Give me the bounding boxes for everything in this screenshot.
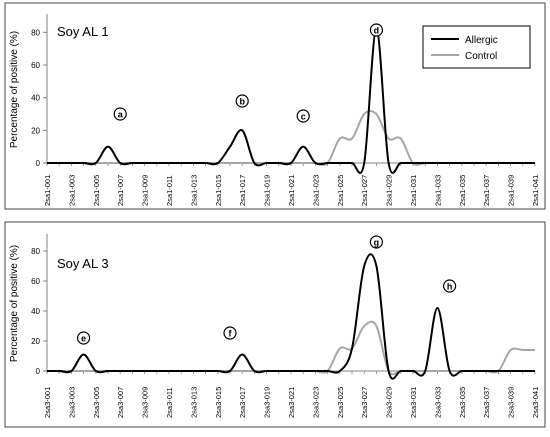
x-tick-label: 2sa1-041 xyxy=(531,175,540,206)
y-tick-label: 40 xyxy=(31,94,40,103)
legend-label-control: Control xyxy=(465,51,497,62)
panel-frame xyxy=(4,221,546,428)
x-tick-label: 2sa3-009 xyxy=(141,387,150,418)
x-tick-label: 2sa1-035 xyxy=(458,175,467,206)
annotation-c: c xyxy=(296,109,310,123)
x-tick-label: 2sa1-031 xyxy=(409,175,418,206)
x-tick-label: 2sa1-005 xyxy=(92,175,101,206)
y-tick-label: 60 xyxy=(31,277,40,286)
y-tick-label: 20 xyxy=(31,337,40,346)
x-tick-label: 2sa1-001 xyxy=(43,175,52,206)
y-tick-label: 60 xyxy=(31,61,40,70)
y-tick-label: 0 xyxy=(36,159,41,168)
annotation-circle xyxy=(113,107,127,121)
x-tick-label: 2sa1-037 xyxy=(482,175,491,206)
x-tick-label: 2sa3-023 xyxy=(311,387,320,418)
annotation-d: d xyxy=(369,23,383,37)
annotation-circle xyxy=(223,326,237,340)
x-tick-label: 2sa3-037 xyxy=(482,387,491,418)
y-tick-label: 80 xyxy=(31,247,40,256)
x-tick-label: 2sa1-013 xyxy=(189,175,198,206)
legend: Allergic Control xyxy=(422,25,531,69)
x-tick-label: 2sa1-021 xyxy=(287,175,296,206)
x-tick-label: 2sa1-011 xyxy=(165,175,174,206)
x-tick-label: 2sa3-007 xyxy=(116,387,125,418)
x-tick-label: 2sa3-019 xyxy=(263,387,272,418)
x-tick-label: 2sa3-017 xyxy=(238,387,247,418)
annotation-e: e xyxy=(76,331,91,345)
x-tick-label: 2sa3-005 xyxy=(92,387,101,418)
annotation-circle xyxy=(76,331,91,345)
annotation-circle xyxy=(369,235,383,249)
annotation-circle xyxy=(443,279,457,293)
x-tick-label: 2sa3-027 xyxy=(360,387,369,418)
y-tick-label: 80 xyxy=(31,28,40,37)
x-tick-label: 2sa1-033 xyxy=(433,175,442,206)
y-axis-title: Percentage of positive (%) xyxy=(9,31,20,148)
x-tick-label: 2sa3-013 xyxy=(189,387,198,418)
y-axis-title: Percentage of positive (%) xyxy=(9,245,20,362)
annotation-label: c xyxy=(301,112,306,122)
x-tick-label: 2sa1-027 xyxy=(360,175,369,206)
x-tick-label: 2sa3-025 xyxy=(336,387,345,418)
chart-title: Soy AL 1 xyxy=(57,24,109,39)
annotation-label: b xyxy=(239,97,245,107)
x-tick-label: 2sa3-011 xyxy=(165,387,174,418)
series-line-control xyxy=(46,320,535,376)
y-tick-label: 40 xyxy=(31,307,40,316)
annotation-circle xyxy=(235,94,249,108)
x-tick-label: 2sa1-029 xyxy=(385,175,394,206)
x-tick-label: 2sa1-017 xyxy=(238,175,247,206)
legend-box xyxy=(422,25,531,69)
y-tick-label: 0 xyxy=(36,367,41,376)
x-tick-label: 2sa3-039 xyxy=(507,387,516,418)
x-tick-label: 2sa3-035 xyxy=(458,387,467,418)
series-line-allergic xyxy=(47,28,535,174)
x-tick-label: 2sa1-023 xyxy=(311,175,320,206)
x-tick-label: 2sa1-025 xyxy=(336,175,345,206)
annotation-label: a xyxy=(118,110,124,120)
x-tick-label: 2sa1-009 xyxy=(141,175,150,206)
annotation-circle xyxy=(369,23,383,37)
chart-panel-1: 0 20 40 60 80 2sa1-001 2sa1-003 2sa1-005 2sa1-00… xyxy=(4,2,546,210)
x-tick-label: 2sa3-003 xyxy=(67,387,76,418)
annotation-h: h xyxy=(443,279,457,293)
annotation-label: d xyxy=(374,26,380,36)
x-tick-label: 2sa3-021 xyxy=(287,387,296,418)
x-tick-label: 2sa1-007 xyxy=(116,175,125,206)
annotation-circle xyxy=(296,109,310,123)
chart-panel-2: 0 20 40 60 80 2sa3-001 2sa3-003 2sa3-005 2sa3-00… xyxy=(4,221,546,428)
legend-label-allergic: Allergic xyxy=(465,35,498,46)
y-tick-label: 20 xyxy=(31,126,40,135)
x-tick-label: 2sa3-029 xyxy=(385,387,394,418)
x-tick-label: 2sa1-003 xyxy=(67,175,76,206)
panel-frame xyxy=(4,2,546,210)
annotation-label: f xyxy=(229,329,233,339)
annotation-label: h xyxy=(447,282,453,292)
annotation-f: f xyxy=(223,326,237,340)
x-tick-label: 2sa1-039 xyxy=(507,175,516,206)
annotation-label: e xyxy=(81,334,86,344)
annotation-g: g xyxy=(369,235,383,249)
x-tick-label: 2sa3-031 xyxy=(409,387,418,418)
series-line-allergic xyxy=(46,253,535,380)
annotation-b: b xyxy=(235,94,249,108)
annotation-a: a xyxy=(113,107,127,121)
annotation-label: g xyxy=(374,238,380,248)
x-tick-label: 2sa3-001 xyxy=(43,387,52,418)
x-tick-label: 2sa3-041 xyxy=(531,387,540,418)
x-tick-label: 2sa3-015 xyxy=(214,387,223,418)
chart-title: Soy AL 3 xyxy=(57,256,109,271)
x-tick-label: 2sa1-019 xyxy=(263,175,272,206)
x-tick-label: 2sa3-033 xyxy=(433,387,442,418)
x-tick-label: 2sa1-015 xyxy=(214,175,223,206)
